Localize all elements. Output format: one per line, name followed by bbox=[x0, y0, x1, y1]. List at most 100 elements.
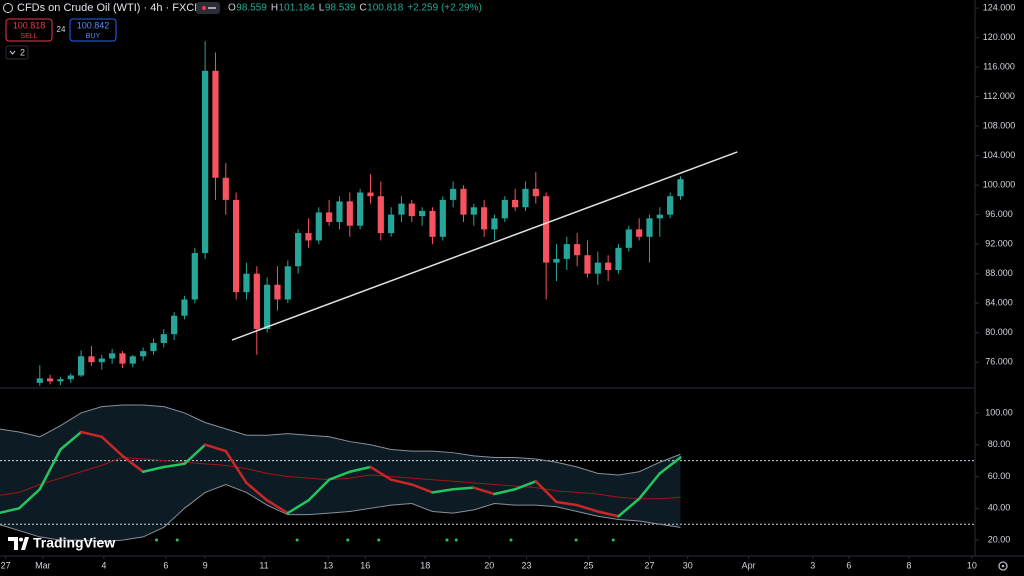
candle-body bbox=[605, 262, 612, 270]
candle-body bbox=[284, 266, 291, 300]
x-tick-label: 20 bbox=[484, 560, 494, 570]
ohlc-value: 98.539 bbox=[325, 3, 356, 14]
oscillator-segment bbox=[369, 465, 393, 481]
ohlc-legend: O 98.559 H 101.184 L 98.539 C 100.818 +2.259 (+2… bbox=[228, 3, 482, 14]
oscillator-segment bbox=[183, 443, 207, 466]
candle-body bbox=[388, 214, 395, 234]
oscillator-segment bbox=[100, 435, 124, 458]
oscillator-segment bbox=[162, 462, 186, 469]
candle-body bbox=[129, 356, 136, 364]
indicator-line bbox=[0, 456, 681, 500]
brand-logo bbox=[8, 537, 18, 550]
oscillator-segment bbox=[245, 481, 269, 502]
candle-body bbox=[346, 201, 353, 226]
buy-button[interactable] bbox=[69, 18, 117, 42]
ohlc-value: 100.818 bbox=[367, 3, 404, 14]
x-tick-label: Apr bbox=[742, 560, 756, 570]
x-tick-label: 27 bbox=[1, 560, 11, 570]
brand-name: TradingView bbox=[33, 535, 115, 551]
oscillator-segment bbox=[203, 443, 228, 453]
ohlc-value: +2.259 (+2.29%) bbox=[407, 3, 482, 14]
buy-label: BUY bbox=[86, 33, 101, 40]
brand-logo-slash bbox=[21, 537, 29, 550]
y-tick-label: 92.000 bbox=[985, 239, 1013, 249]
candle-body bbox=[512, 199, 519, 208]
y-tick-label: 76.000 bbox=[985, 357, 1013, 367]
candle-body bbox=[305, 233, 312, 241]
y-tick-label: 20.00 bbox=[988, 534, 1011, 544]
oscillator-segment bbox=[410, 483, 434, 494]
signal-dot bbox=[377, 538, 381, 542]
signal-dot bbox=[611, 538, 615, 542]
y-tick-label: 104.000 bbox=[983, 150, 1016, 160]
candle-body bbox=[543, 196, 550, 263]
symbol-icon bbox=[3, 3, 13, 13]
candle-body bbox=[212, 70, 219, 178]
candle-body bbox=[615, 247, 622, 270]
candle-body bbox=[491, 218, 498, 230]
candle-body bbox=[171, 315, 178, 335]
indicator-toggle[interactable] bbox=[5, 45, 29, 60]
indicator-line bbox=[0, 483, 681, 543]
x-tick-label: 9 bbox=[203, 560, 208, 570]
y-tick-label: 80.00 bbox=[988, 439, 1011, 449]
x-tick-label: 6 bbox=[846, 560, 851, 570]
candle-body bbox=[439, 199, 446, 237]
oscillator-segment bbox=[327, 470, 352, 481]
y-tick-label: 120.000 bbox=[983, 32, 1016, 42]
oscillator-segment bbox=[307, 478, 331, 502]
candle-body bbox=[584, 255, 591, 274]
y-tick-label: 100.000 bbox=[983, 180, 1016, 190]
candle-body bbox=[470, 207, 477, 215]
brand-logo-dot bbox=[19, 537, 23, 542]
candle-body bbox=[264, 284, 271, 329]
oscillator-segment bbox=[17, 487, 42, 510]
signal-dot bbox=[574, 538, 578, 542]
candle-body bbox=[357, 192, 364, 226]
sell-price: 100.818 bbox=[13, 20, 46, 30]
indicator-line bbox=[0, 404, 681, 476]
marks bbox=[0, 7, 979, 559]
y-tick-label: 96.000 bbox=[985, 209, 1013, 219]
candle-body bbox=[57, 379, 64, 382]
signal-dot bbox=[445, 538, 449, 542]
ohlc-key: L bbox=[319, 3, 325, 14]
oscillator-segment bbox=[555, 500, 579, 507]
candle-body bbox=[636, 229, 643, 237]
candle-body bbox=[398, 203, 405, 215]
trendline bbox=[231, 151, 738, 341]
candle-body bbox=[574, 244, 581, 256]
y-tick-label: 116.000 bbox=[983, 62, 1015, 72]
candle-body bbox=[88, 356, 95, 363]
signal-dot bbox=[175, 538, 179, 542]
signal-dot bbox=[155, 538, 159, 542]
candle-body bbox=[656, 214, 663, 219]
candle-body bbox=[677, 179, 684, 197]
y-tick-label: 100.00 bbox=[985, 407, 1013, 417]
x-tick-label: 25 bbox=[584, 560, 594, 570]
oscillator-segment bbox=[596, 510, 620, 518]
spread: 24 bbox=[57, 25, 66, 34]
x-tick-label: 6 bbox=[163, 560, 168, 570]
ohlc-key: C bbox=[359, 3, 366, 14]
oscillator-segment bbox=[451, 486, 476, 491]
candle-body bbox=[191, 253, 198, 300]
oscillator-segment bbox=[0, 507, 21, 515]
sell-button[interactable] bbox=[5, 18, 53, 42]
candle-body bbox=[625, 229, 632, 248]
x-tick-label: 13 bbox=[323, 560, 333, 570]
candle-body bbox=[150, 343, 157, 352]
x-tick-label: 10 bbox=[967, 560, 977, 570]
candle-body bbox=[222, 177, 229, 200]
candle-body bbox=[36, 378, 43, 383]
oscillator-segment bbox=[38, 448, 62, 491]
candle-body bbox=[160, 334, 167, 344]
ohlc-value: 98.559 bbox=[236, 3, 267, 14]
candle-body bbox=[408, 203, 415, 217]
candle-body bbox=[501, 199, 508, 219]
x-tick-label: 16 bbox=[360, 560, 370, 570]
oscillator-segment bbox=[617, 497, 641, 518]
x-tick-label: 11 bbox=[259, 560, 268, 570]
settings-icon[interactable] bbox=[998, 561, 1008, 571]
oscillator-segment bbox=[431, 487, 455, 494]
